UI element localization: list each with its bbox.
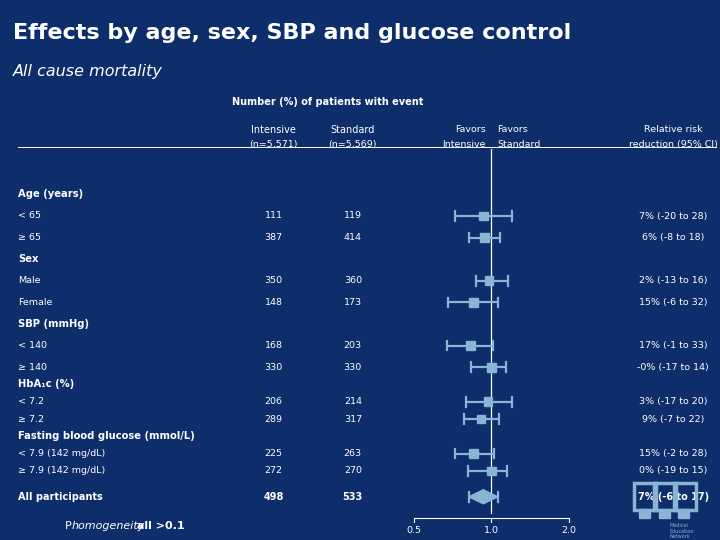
Bar [487,363,495,372]
Text: all >0.1: all >0.1 [133,521,185,531]
Text: Fasting blood glucose (mmol/L): Fasting blood glucose (mmol/L) [18,431,194,441]
Bar [678,509,690,518]
Text: Male: Male [18,276,40,285]
Text: 148: 148 [265,298,283,307]
Text: 173: 173 [343,298,362,307]
Text: Standard: Standard [330,125,375,136]
Text: HbA₁c (%): HbA₁c (%) [18,380,74,389]
Text: 360: 360 [343,276,362,285]
Text: Number (%) of patients with event: Number (%) of patients with event [232,97,423,107]
Text: Favors: Favors [455,125,485,134]
Bar [480,233,489,242]
Bar [484,397,492,406]
Text: Intensive: Intensive [251,125,296,136]
Text: (n=5,569): (n=5,569) [328,140,377,150]
Bar [477,415,485,423]
Text: 6% (-8 to 18): 6% (-8 to 18) [642,233,704,242]
Text: 9% (-7 to 22): 9% (-7 to 22) [642,415,704,423]
Text: 289: 289 [265,415,283,423]
Text: 0.5: 0.5 [407,526,421,535]
Text: (n=5,571): (n=5,571) [249,140,298,150]
Text: 111: 111 [265,212,283,220]
Bar [479,212,487,220]
Text: < 140: < 140 [18,341,47,350]
Bar [674,483,696,510]
Bar [639,509,649,518]
Text: 15% (-6 to 32): 15% (-6 to 32) [639,298,708,307]
Text: 350: 350 [264,276,283,285]
Text: P: P [65,521,71,531]
Text: Relative risk: Relative risk [644,125,703,134]
Text: 533: 533 [343,492,363,502]
Text: 317: 317 [343,415,362,423]
Text: Sex: Sex [18,254,38,264]
Text: 7% (-6 to 17): 7% (-6 to 17) [638,492,708,502]
Text: 3% (-17 to 20): 3% (-17 to 20) [639,397,708,406]
Text: Effects by age, sex, SBP and glucose control: Effects by age, sex, SBP and glucose con… [13,23,571,43]
Bar [485,276,493,285]
Bar [634,483,656,510]
Text: 214: 214 [344,397,362,406]
Text: 168: 168 [265,341,283,350]
Bar [467,341,475,350]
Text: 225: 225 [265,449,283,458]
Text: 270: 270 [344,467,362,475]
Text: All participants: All participants [18,492,103,502]
Text: Female: Female [18,298,53,307]
Text: ≥ 7.2: ≥ 7.2 [18,415,44,423]
Text: < 65: < 65 [18,212,41,220]
Text: < 7.9 (142 mg/dL): < 7.9 (142 mg/dL) [18,449,105,458]
Text: Medical
Education
Network: Medical Education Network [670,523,694,539]
Text: 17% (-1 to 33): 17% (-1 to 33) [639,341,708,350]
Text: reduction (95% CI): reduction (95% CI) [629,140,718,150]
Text: 7% (-20 to 28): 7% (-20 to 28) [639,212,707,220]
Text: 387: 387 [264,233,283,242]
Text: 1.0: 1.0 [484,526,499,535]
Text: 206: 206 [265,397,283,406]
Text: Age (years): Age (years) [18,190,83,199]
Text: 498: 498 [264,492,284,502]
Bar [654,483,676,510]
Text: 330: 330 [343,363,362,372]
Text: Intensive: Intensive [442,140,485,150]
Bar [659,509,670,518]
Text: -0% (-17 to 14): -0% (-17 to 14) [637,363,709,372]
Bar [469,298,477,307]
Text: 15% (-2 to 28): 15% (-2 to 28) [639,449,707,458]
Bar [487,467,495,475]
Text: 414: 414 [344,233,362,242]
Text: ≥ 7.9 (142 mg/dL): ≥ 7.9 (142 mg/dL) [18,467,105,475]
Text: ≥ 140: ≥ 140 [18,363,47,372]
Text: Standard: Standard [498,140,541,150]
Text: 2.0: 2.0 [562,526,576,535]
Text: SBP (mmHg): SBP (mmHg) [18,319,89,329]
Text: 272: 272 [265,467,283,475]
Text: Favors: Favors [498,125,528,134]
Text: ≥ 65: ≥ 65 [18,233,41,242]
Text: 263: 263 [343,449,362,458]
Polygon shape [469,490,498,504]
Text: 2% (-13 to 16): 2% (-13 to 16) [639,276,708,285]
Text: 0% (-19 to 15): 0% (-19 to 15) [639,467,707,475]
Text: homogeneity: homogeneity [72,521,145,531]
Text: 119: 119 [344,212,362,220]
Bar [469,449,477,458]
Text: 203: 203 [343,341,362,350]
Text: All cause mortality: All cause mortality [13,64,163,79]
Text: 330: 330 [264,363,283,372]
Text: < 7.2: < 7.2 [18,397,44,406]
